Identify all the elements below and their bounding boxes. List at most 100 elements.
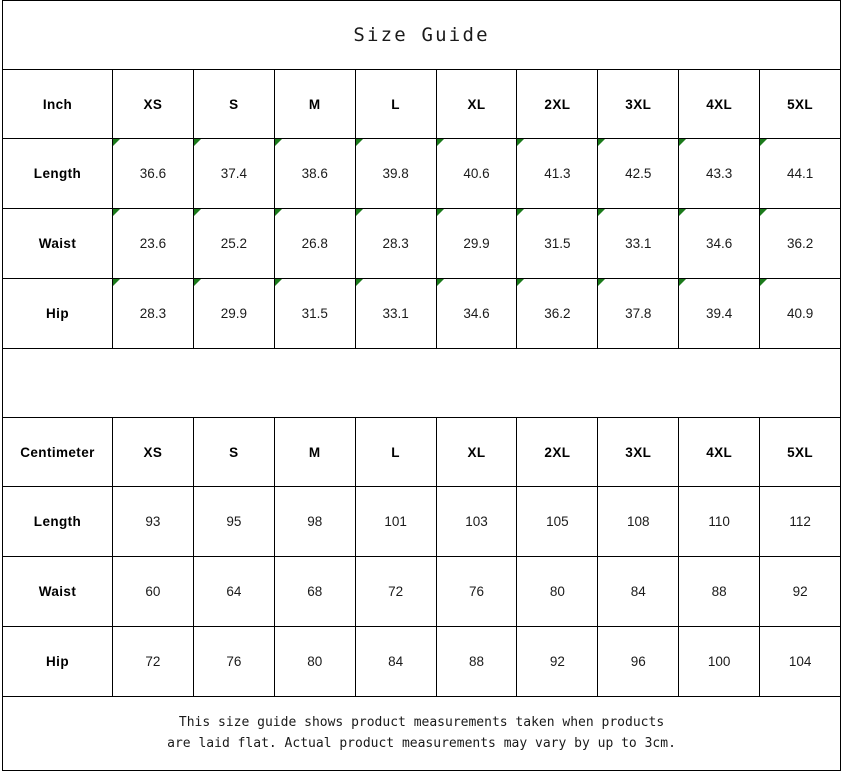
table-row: Hip 28.3 29.9 31.5 33.1 34.6 36.2 37.8 3…: [2, 278, 842, 349]
table-row: Length 93 95 98 101 103 105 108 110 112: [2, 486, 842, 557]
inch-header-row: Inch XS S M L XL 2XL 3XL 4XL 5XL: [2, 69, 842, 139]
inch-header-s: S: [192, 69, 275, 139]
table-row: Hip 72 76 80 84 88 92 96 100 104: [2, 626, 842, 697]
inch-hip-m: 31.5: [273, 278, 356, 349]
inch-header-l: L: [354, 69, 437, 139]
footer-note: This size guide shows product measuremen…: [3, 713, 840, 753]
inch-waist-xs: 23.6: [112, 208, 194, 279]
inch-hip-xs: 28.3: [112, 278, 194, 349]
inch-row-label-hip: Hip: [2, 278, 113, 349]
cm-header-xl: XL: [435, 417, 518, 487]
inch-length-m: 38.6: [273, 138, 356, 209]
inch-length-xs: 36.6: [112, 138, 194, 209]
title-row: Size Guide: [1, 0, 842, 70]
cm-hip-2xl: 92: [516, 626, 599, 697]
page-title: Size Guide: [353, 23, 490, 46]
cm-length-m: 98: [273, 486, 356, 557]
inch-header-xl: XL: [435, 69, 518, 139]
cm-waist-xs: 60: [112, 556, 194, 627]
cm-header-4xl: 4XL: [678, 417, 761, 487]
inch-hip-l: 33.1: [354, 278, 437, 349]
inch-waist-m: 26.8: [273, 208, 356, 279]
footer-note-line-2: are laid flat. Actual product measuremen…: [167, 735, 676, 751]
cm-unit-header: Centimeter: [2, 417, 113, 487]
inch-waist-5xl: 36.2: [759, 208, 842, 279]
cm-length-2xl: 105: [516, 486, 599, 557]
cm-hip-5xl: 104: [759, 626, 842, 697]
table-row: Length 36.6 37.4 38.6 39.8 40.6 41.3 42.…: [2, 138, 842, 209]
cm-waist-2xl: 80: [516, 556, 599, 627]
cm-hip-3xl: 96: [597, 626, 680, 697]
cm-length-xl: 103: [435, 486, 518, 557]
cm-waist-5xl: 92: [759, 556, 842, 627]
inch-length-xl: 40.6: [435, 138, 518, 209]
cm-hip-xl: 88: [435, 626, 518, 697]
inch-header-3xl: 3XL: [597, 69, 680, 139]
inch-length-5xl: 44.1: [759, 138, 842, 209]
inch-header-5xl: 5XL: [759, 69, 842, 139]
inch-waist-3xl: 33.1: [597, 208, 680, 279]
cm-waist-xl: 76: [435, 556, 518, 627]
cm-waist-4xl: 88: [678, 556, 761, 627]
inch-waist-2xl: 31.5: [516, 208, 599, 279]
inch-hip-xl: 34.6: [435, 278, 518, 349]
table-row: Waist 23.6 25.2 26.8 28.3 29.9 31.5 33.1…: [2, 208, 842, 279]
inch-header-4xl: 4XL: [678, 69, 761, 139]
cm-waist-l: 72: [354, 556, 437, 627]
cm-header-row: Centimeter XS S M L XL 2XL 3XL 4XL 5XL: [2, 417, 842, 487]
inch-length-l: 39.8: [354, 138, 437, 209]
table-spacer: [1, 348, 842, 418]
inch-header-2xl: 2XL: [516, 69, 599, 139]
inch-length-2xl: 41.3: [516, 138, 599, 209]
inch-waist-xl: 29.9: [435, 208, 518, 279]
footer-note-cell: This size guide shows product measuremen…: [1, 696, 842, 771]
inch-hip-2xl: 36.2: [516, 278, 599, 349]
inch-header-xs: XS: [112, 69, 194, 139]
cm-header-5xl: 5XL: [759, 417, 842, 487]
inch-length-4xl: 43.3: [678, 138, 761, 209]
cm-row-label-hip: Hip: [2, 626, 113, 697]
page-title-cell: Size Guide: [1, 0, 842, 70]
cm-hip-l: 84: [354, 626, 437, 697]
cm-header-l: L: [354, 417, 437, 487]
spacer-row: [1, 348, 842, 418]
cm-header-2xl: 2XL: [516, 417, 599, 487]
inch-length-s: 37.4: [192, 138, 275, 209]
cm-waist-s: 64: [192, 556, 275, 627]
cm-length-s: 95: [192, 486, 275, 557]
footer-note-line-1: This size guide shows product measuremen…: [178, 715, 665, 731]
cm-length-3xl: 108: [597, 486, 680, 557]
inch-header-m: M: [273, 69, 356, 139]
inch-unit-header: Inch: [2, 69, 113, 139]
cm-hip-m: 80: [273, 626, 356, 697]
cm-waist-m: 68: [273, 556, 356, 627]
cm-header-xs: XS: [112, 417, 194, 487]
cm-waist-3xl: 84: [597, 556, 680, 627]
cm-length-4xl: 110: [678, 486, 761, 557]
cm-header-m: M: [273, 417, 356, 487]
inch-hip-3xl: 37.8: [597, 278, 680, 349]
cm-hip-4xl: 100: [678, 626, 761, 697]
inch-row-label-waist: Waist: [2, 208, 113, 279]
cm-header-3xl: 3XL: [597, 417, 680, 487]
cm-row-label-waist: Waist: [2, 556, 113, 627]
inch-waist-4xl: 34.6: [678, 208, 761, 279]
cm-row-label-length: Length: [2, 486, 113, 557]
inch-hip-5xl: 40.9: [759, 278, 842, 349]
cm-length-l: 101: [354, 486, 437, 557]
inch-waist-l: 28.3: [354, 208, 437, 279]
cm-header-s: S: [192, 417, 275, 487]
cm-length-5xl: 112: [759, 486, 842, 557]
table-row: Waist 60 64 68 72 76 80 84 88 92: [2, 556, 842, 627]
inch-hip-4xl: 39.4: [678, 278, 761, 349]
inch-length-3xl: 42.5: [597, 138, 680, 209]
cm-length-xs: 93: [112, 486, 194, 557]
inch-hip-s: 29.9: [192, 278, 275, 349]
cm-hip-s: 76: [192, 626, 275, 697]
cm-hip-xs: 72: [112, 626, 194, 697]
footer-note-row: This size guide shows product measuremen…: [1, 696, 842, 771]
inch-row-label-length: Length: [2, 138, 113, 209]
inch-waist-s: 25.2: [192, 208, 275, 279]
